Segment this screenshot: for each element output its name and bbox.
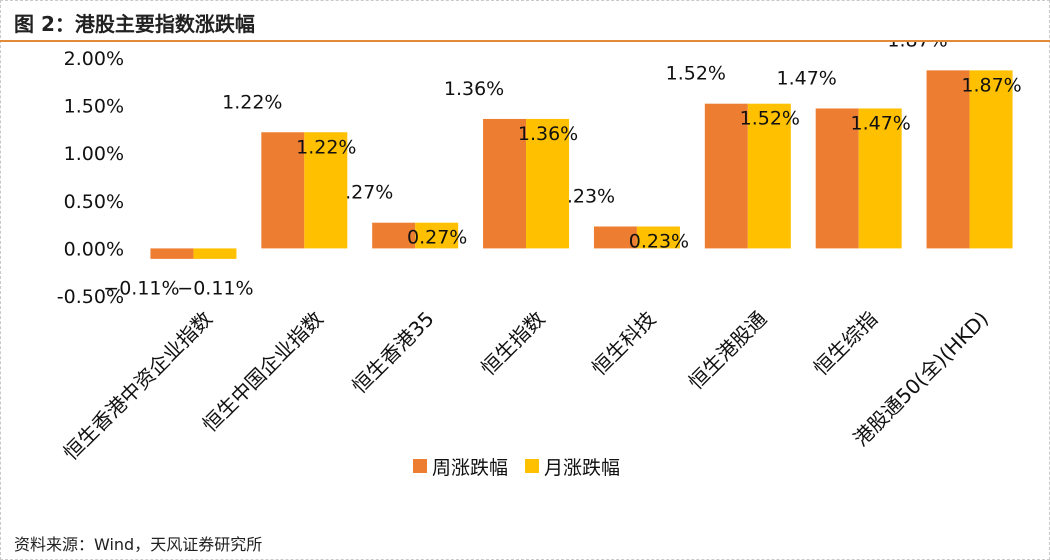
data-label-week: 1.36% (444, 78, 504, 100)
data-label-week: 0.27% (333, 182, 393, 204)
data-label-week: −0.11% (103, 277, 179, 299)
data-label-month: 1.22% (296, 136, 356, 158)
data-label-month: 0.27% (407, 227, 467, 249)
title-bar: 图 2：港股主要指数涨跌幅 (0, 0, 1050, 42)
bar-month (858, 108, 902, 249)
data-label-week: 1.87% (887, 42, 947, 51)
x-tick-label: 恒生香港中资企业指数 (59, 307, 217, 465)
y-tick-label: 2.00% (64, 48, 124, 70)
bar-week (593, 226, 637, 249)
bar-week (704, 103, 748, 249)
x-tick-label: 恒生港股通 (684, 307, 772, 395)
bar-month (747, 103, 791, 249)
data-label-week: 1.22% (222, 91, 282, 113)
bar-month (636, 226, 680, 249)
legend-swatch-week (413, 459, 427, 473)
legend-swatch-month (525, 459, 539, 473)
bar-month (969, 70, 1013, 249)
bar-week (372, 222, 416, 249)
y-tick-label: 1.50% (64, 96, 124, 118)
x-tick-label: 恒生科技 (587, 307, 661, 381)
y-tick-label: 0.50% (64, 191, 124, 213)
data-label-week: 1.52% (666, 63, 726, 85)
bar-chart: 2.00%1.50%1.00%0.50%0.00%-0.50%−0.11%1.2… (57, 42, 1022, 479)
bar-week (926, 70, 970, 249)
x-tick-label: 恒生指数 (476, 307, 550, 381)
legend-label-month: 月涨跌幅 (544, 457, 620, 479)
data-label-week: 1.47% (777, 67, 837, 89)
data-label-month: 1.87% (961, 74, 1021, 96)
data-label-month: −0.11% (177, 277, 253, 299)
y-tick-label: 0.00% (64, 238, 124, 260)
y-tick-label: -0.50% (57, 286, 124, 308)
x-tick-label: 恒生中国企业指数 (198, 307, 328, 437)
data-label-month: 1.47% (851, 112, 911, 134)
bar-month (193, 248, 237, 259)
y-tick-label: 1.00% (64, 143, 124, 165)
data-label-month: 1.36% (518, 123, 578, 145)
bar-month (415, 222, 459, 249)
bar-week (483, 118, 527, 249)
data-label-week: 0.23% (555, 186, 615, 208)
figure-title: 图 2：港股主要指数涨跌幅 (14, 12, 255, 36)
x-tick-label: 恒生综指 (809, 307, 883, 381)
x-tick-label: 恒生香港35 (347, 307, 439, 399)
bar-week (261, 132, 305, 249)
data-label-month: 1.52% (740, 108, 800, 130)
bar-week (815, 108, 859, 249)
data-label-month: 0.23% (629, 231, 689, 253)
bar-week (150, 248, 194, 259)
bar-month (526, 118, 570, 249)
bar-month (304, 132, 348, 249)
source-note: 资料来源：Wind，天风证券研究所 (14, 535, 263, 554)
legend-label-week: 周涨跌幅 (432, 457, 508, 479)
